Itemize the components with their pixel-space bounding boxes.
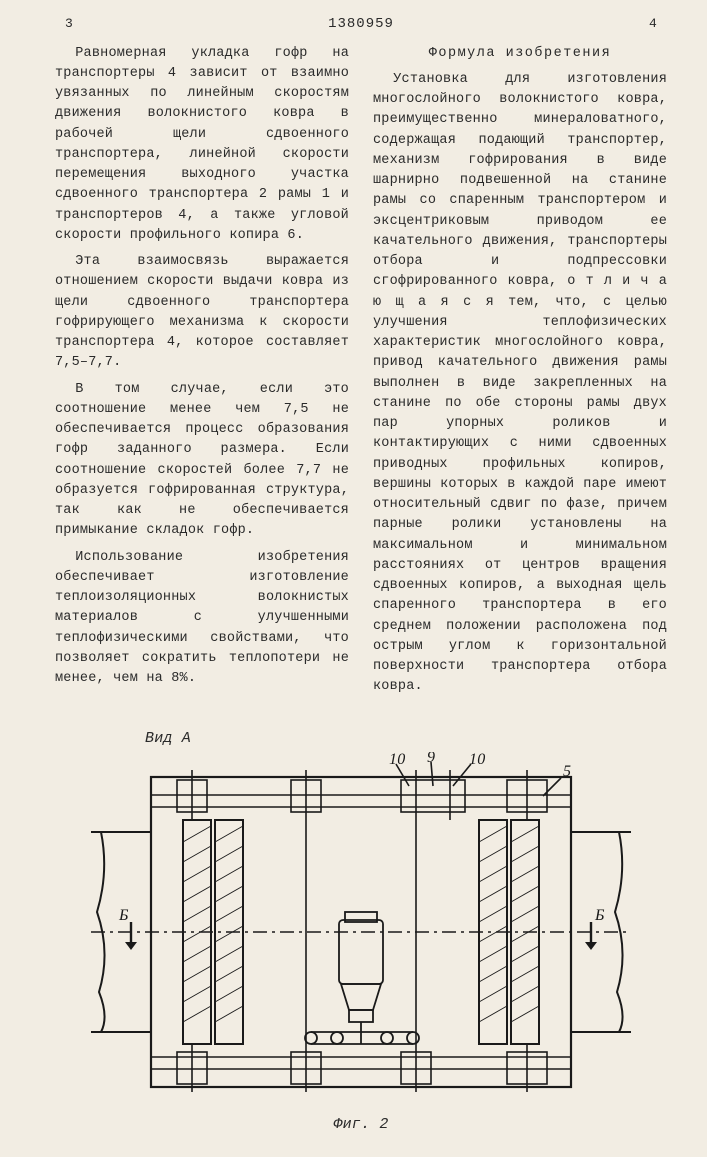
page-number-left: 3 bbox=[65, 14, 73, 34]
para: В том случае, если это соотношение менее… bbox=[55, 380, 349, 542]
para: Эта взаимосвязь выражается отношением ск… bbox=[55, 252, 349, 374]
patent-number: 1380959 bbox=[328, 14, 394, 35]
view-label: Вид А bbox=[55, 728, 667, 751]
para: Использование изобретения обеспечивает и… bbox=[55, 548, 349, 690]
section-mark-right: Б bbox=[594, 907, 605, 924]
section-mark-left: Б bbox=[118, 907, 129, 924]
mechanical-drawing: 10 9 10 5 Б Б bbox=[91, 752, 631, 1112]
callout-10a: 10 bbox=[389, 752, 405, 768]
claim-body: Установка для изготовления многослойного… bbox=[373, 70, 667, 698]
callout-5: 5 bbox=[563, 763, 571, 780]
claim-title: Формула изобретения bbox=[373, 44, 667, 64]
callout-10b: 10 bbox=[469, 752, 485, 768]
patent-page: 3 1380959 4 Равномерная укладка гофр на … bbox=[0, 0, 707, 1157]
callout-9: 9 bbox=[427, 752, 435, 766]
figure-2: Вид А bbox=[55, 728, 667, 1137]
text-columns: Равномерная укладка гофр на транспортеры… bbox=[55, 44, 667, 704]
left-column: Равномерная укладка гофр на транспортеры… bbox=[55, 44, 349, 704]
figure-caption: Фиг. 2 bbox=[55, 1114, 667, 1137]
page-number-right: 4 bbox=[649, 14, 657, 34]
right-column: Формула изобретения Установка для изгото… bbox=[373, 44, 667, 704]
header: 3 1380959 4 bbox=[55, 14, 667, 34]
para: Равномерная укладка гофр на транспортеры… bbox=[55, 44, 349, 247]
